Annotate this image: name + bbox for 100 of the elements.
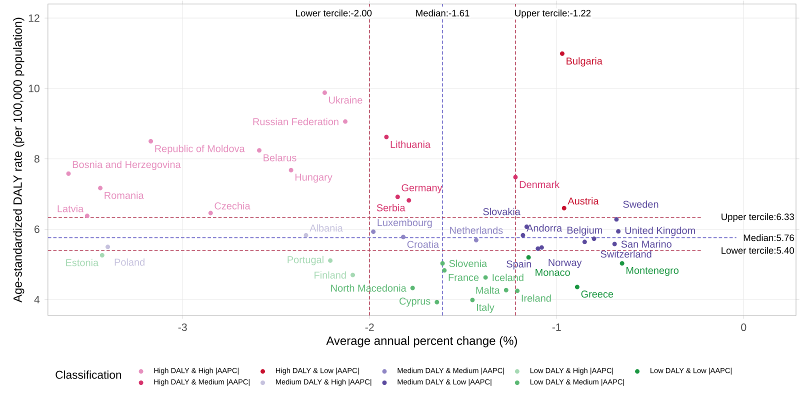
point: [574, 284, 580, 290]
annotation: Estonia: [66, 259, 99, 266]
x-axis-title: Average annual percent change (%): [326, 336, 517, 348]
point: [474, 238, 478, 243]
point: [350, 272, 356, 278]
annotation: Slovenia: [449, 260, 488, 268]
point: [328, 258, 333, 263]
point: [384, 134, 389, 140]
point: [440, 261, 445, 266]
annotation: Greece: [581, 290, 614, 298]
ref-line-label: Lower tercile:5.40: [722, 247, 794, 254]
x-tick-label: -2: [365, 324, 374, 332]
annotation: Czechia: [214, 202, 250, 210]
ref-line-label: Upper tercile:6.33: [722, 213, 794, 222]
annotation: San Marino: [621, 240, 672, 248]
annotation: Germany: [402, 184, 442, 194]
annotation: Ukraine: [329, 96, 362, 104]
y-tick-label: 12: [28, 14, 40, 22]
annotation: Russian Federation: [253, 118, 338, 126]
point: [410, 286, 415, 290]
annotation: Austria: [568, 197, 599, 205]
point: [288, 168, 294, 173]
point: [560, 52, 564, 56]
y-tick-label: 8: [34, 155, 40, 163]
point: [395, 194, 400, 200]
annotation: Montenegro: [626, 267, 679, 276]
annotation: Bulgaria: [566, 57, 602, 67]
point: [614, 217, 619, 222]
annotation: Luxembourg: [378, 218, 432, 228]
annotation: Hungary: [295, 174, 332, 183]
annotation: Belarus: [264, 154, 296, 162]
annotation: Bosnia and Herzegovina: [72, 160, 181, 170]
point: [434, 300, 440, 305]
annotation: France: [448, 274, 479, 282]
annotation: Monaco: [536, 269, 570, 276]
point: [616, 229, 621, 234]
annotation: Finland: [314, 272, 346, 279]
point: [612, 242, 617, 246]
x-tick-label: 0: [741, 324, 746, 332]
point: [66, 172, 71, 176]
point: [520, 233, 526, 238]
annotation: Malta: [476, 286, 500, 294]
annotation: Cyprus: [400, 298, 430, 307]
point: [257, 148, 262, 153]
point: [304, 233, 308, 238]
point: [401, 234, 406, 240]
x-tick-label: -1: [552, 324, 561, 331]
point: [582, 240, 587, 244]
point: [343, 119, 348, 124]
annotation: Slovakia: [483, 208, 520, 216]
point: [562, 206, 566, 211]
point: [148, 139, 154, 144]
point: [483, 275, 488, 280]
annotation: Ireland: [522, 294, 551, 302]
annotation: Republic of Moldova: [155, 145, 245, 154]
point: [84, 214, 90, 218]
ref-line-label: Lower tercile:-2.00: [296, 10, 372, 17]
point: [442, 268, 447, 273]
legend-title: Classification: [56, 370, 122, 379]
ref-line-label: Median:-1.61: [416, 10, 470, 17]
y-tick-label: 10: [28, 84, 40, 92]
point: [504, 288, 508, 293]
annotation: Lithuania: [390, 140, 431, 148]
annotation: North Macedonia: [331, 284, 406, 292]
annotation: Andorra: [526, 224, 562, 232]
x-tick-label: -3: [178, 324, 187, 332]
annotation: Belgium: [567, 226, 602, 236]
point: [526, 255, 531, 260]
point: [536, 246, 540, 252]
annotation: Serbia: [376, 204, 406, 212]
point: [592, 236, 596, 242]
annotation: Albania: [310, 224, 343, 232]
y-axis-title: Age-standardized DALY rate (per 100,000 population): [13, 18, 24, 303]
y-tick-label: 6: [34, 226, 40, 234]
annotation: Poland: [114, 258, 144, 266]
annotation: Sweden: [623, 200, 658, 208]
point: [208, 210, 213, 216]
point: [100, 253, 104, 258]
annotation: Denmark: [520, 180, 560, 188]
annotation: Croatia: [407, 240, 440, 248]
ref-line-label: Median:5.76: [744, 234, 794, 242]
point: [106, 244, 110, 250]
annotation: Portugal: [288, 256, 324, 266]
annotation: Netherlands: [450, 226, 503, 234]
annotation: United Kingdom: [625, 226, 695, 236]
point: [620, 261, 624, 266]
point: [513, 175, 518, 180]
point: [406, 198, 412, 203]
annotation: Spain: [506, 260, 532, 270]
point: [98, 186, 103, 190]
point: [371, 230, 376, 234]
point: [470, 298, 475, 302]
point: [322, 90, 327, 96]
annotation: Switzerland: [600, 250, 652, 258]
annotation: Norway: [548, 259, 582, 268]
point: [539, 245, 544, 250]
annotation: Romania: [104, 192, 144, 200]
annotation: Italy: [476, 304, 494, 314]
annotation: Iceland: [492, 274, 524, 282]
y-tick-label: 4: [34, 296, 40, 304]
